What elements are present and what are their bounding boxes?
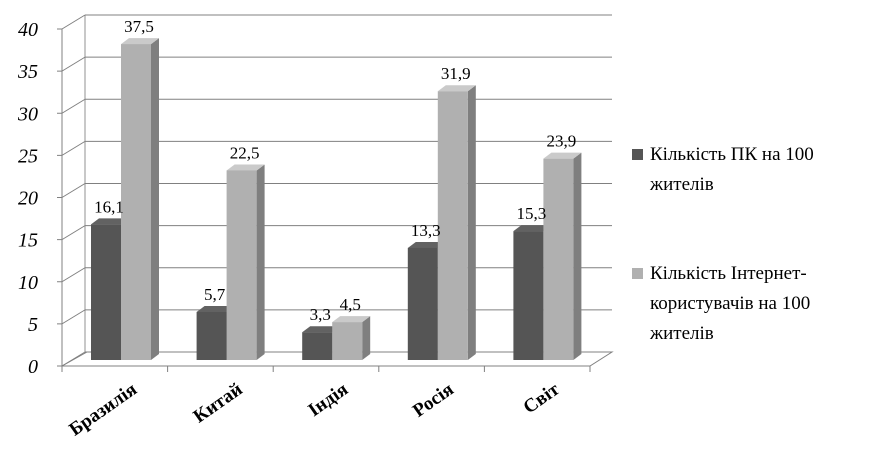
legend-item: Кількість Інтернет-користувачів на 100 жи… — [632, 263, 810, 344]
category-label: Бразилія — [65, 379, 140, 441]
data-label: 13,3 — [411, 221, 441, 240]
grid-diagonal — [61, 267, 86, 283]
y-tick-label: 5 — [28, 314, 38, 336]
y-tick-label: 15 — [18, 230, 38, 252]
y-tick-label: 30 — [17, 103, 38, 125]
bar-top — [437, 85, 476, 92]
grid-diagonal — [61, 14, 86, 30]
bar — [226, 164, 265, 360]
bar-top — [543, 152, 582, 159]
bar-top — [302, 326, 341, 333]
bar-top — [513, 225, 552, 232]
bar-front — [226, 170, 257, 360]
grid-diagonal — [61, 351, 86, 367]
grid-diagonal — [61, 309, 86, 325]
category-label: Росія — [409, 379, 458, 422]
bar-front — [121, 44, 151, 360]
bar-front — [437, 91, 468, 361]
bars — [91, 38, 582, 361]
bar — [332, 316, 371, 360]
grid-diagonal — [61, 183, 86, 198]
data-label: 5,7 — [204, 285, 226, 304]
category-labels: Бразилія Китай Індія Росія Світ — [65, 379, 563, 441]
legend-label: користувачів на 100 — [650, 293, 810, 314]
data-label: 22,5 — [230, 143, 260, 162]
bar-side — [573, 152, 582, 360]
data-labels: 16,1 37,5 5,7 22,5 3,3 4,5 13,3 31,9 15,3 23,9 — [94, 17, 576, 324]
bar-top — [91, 218, 129, 225]
bar — [121, 38, 159, 360]
bar-top — [407, 241, 446, 248]
bar-top — [196, 305, 235, 312]
bar-front — [407, 247, 438, 360]
category-label: Китай — [190, 379, 247, 428]
bar-front — [196, 311, 227, 360]
legend-swatch — [632, 268, 643, 279]
data-label: 16,1 — [94, 197, 124, 216]
bar-front — [513, 231, 544, 360]
bar-top — [121, 38, 159, 45]
bar-top — [226, 164, 265, 171]
bar-side — [467, 85, 476, 361]
bar — [543, 152, 582, 360]
bar — [437, 85, 476, 361]
data-label: 15,3 — [517, 204, 547, 223]
y-tick-label: 0 — [28, 356, 38, 378]
legend-label: Кількість Інтернет- — [650, 263, 807, 284]
legend-item: Кількість ПК на 100 жителів — [632, 144, 814, 195]
bar-side — [362, 316, 371, 360]
grid-diagonal — [61, 98, 86, 114]
y-tick-label: 35 — [17, 61, 38, 83]
bar-front — [332, 322, 363, 360]
legend-label: жителів — [649, 323, 714, 344]
data-label: 4,5 — [340, 295, 361, 314]
data-label: 23,9 — [547, 132, 577, 151]
data-label: 37,5 — [124, 17, 154, 36]
bar-front — [543, 158, 574, 360]
bar-side — [256, 164, 265, 360]
data-label: 31,9 — [441, 64, 471, 83]
legend-label: Кількість ПК на 100 — [650, 144, 814, 165]
bar-side — [151, 38, 159, 360]
grid-diagonal — [61, 225, 86, 241]
category-label: Індія — [304, 379, 352, 421]
y-tick-label: 20 — [18, 188, 38, 210]
grid-diagonal — [61, 140, 86, 156]
bar-front — [91, 224, 121, 360]
grid-diagonal — [61, 56, 86, 72]
legend-swatch — [632, 149, 643, 160]
bar-top — [332, 316, 371, 323]
y-tick-label: 10 — [18, 272, 38, 294]
category-label: Світ — [520, 379, 564, 419]
bar-front — [302, 332, 333, 360]
y-tick-label: 25 — [18, 145, 38, 167]
legend-label: жителів — [649, 174, 714, 195]
data-label: 3,3 — [310, 305, 331, 324]
y-axis-ticks: 0 5 10 15 20 25 30 35 40 — [17, 19, 38, 378]
y-tick-label: 40 — [18, 19, 38, 41]
